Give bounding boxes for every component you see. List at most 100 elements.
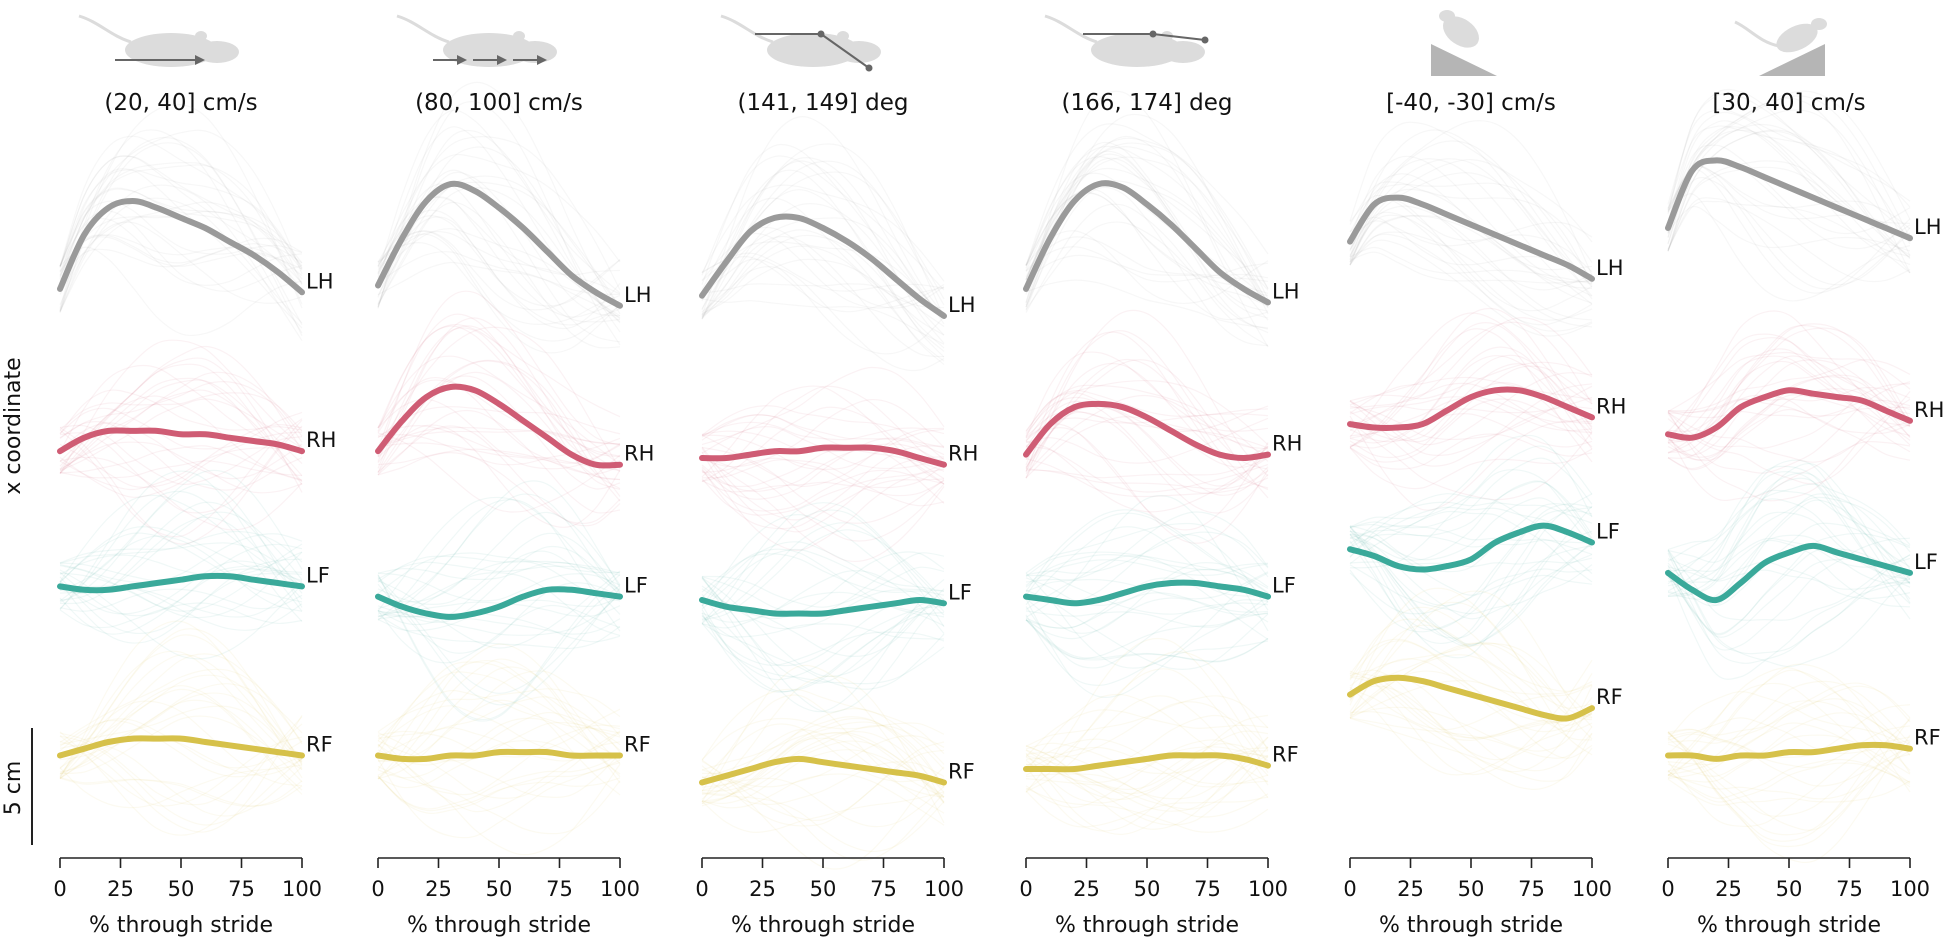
stride-trace (701, 455, 945, 542)
stride-trace (377, 493, 621, 618)
stride-trace (377, 659, 621, 770)
stride-trace (1025, 773, 1269, 818)
stride-trace (1349, 181, 1593, 263)
stride-trace (1349, 321, 1593, 406)
stride-trace (59, 418, 303, 538)
series-lf-traces (1667, 459, 1911, 680)
stride-trace (377, 593, 621, 636)
stride-trace (1667, 549, 1911, 655)
stride-trace (1667, 359, 1911, 456)
stride-trace (1025, 751, 1269, 800)
stride-trace (1349, 233, 1593, 332)
stride-trace (701, 414, 945, 472)
stride-trace (377, 406, 621, 439)
stride-trace (1667, 685, 1911, 738)
stride-trace (1349, 251, 1593, 284)
stride-trace (1025, 423, 1269, 531)
x-tick-label: 75 (1836, 877, 1863, 901)
stride-trace (1349, 121, 1593, 243)
stride-trace (377, 711, 621, 766)
x-tick-label: 0 (1019, 877, 1032, 901)
stride-trace (701, 428, 945, 470)
stride-trace (377, 604, 621, 664)
x-tick-label: 50 (486, 877, 513, 901)
stride-trace (1667, 498, 1911, 588)
stride-trace (1667, 164, 1911, 242)
stride-trace (1025, 739, 1269, 783)
series-rh: RH (375, 290, 654, 529)
stride-trace (59, 379, 303, 474)
stride-trace (377, 129, 621, 320)
stride-trace (377, 425, 621, 471)
stride-trace (1349, 640, 1593, 723)
series-rh-mean-line (375, 383, 623, 469)
series-lf: LF (1347, 434, 1620, 659)
stride-trace (59, 164, 303, 285)
stride-trace (701, 570, 945, 634)
stride-trace (1349, 172, 1593, 300)
stride-trace (701, 217, 945, 325)
stride-trace (59, 424, 303, 489)
stride-trace (59, 234, 303, 284)
stride-trace (1025, 427, 1269, 544)
x-tick-label: 100 (282, 877, 322, 901)
stride-trace (701, 688, 945, 761)
stride-trace (1349, 503, 1593, 573)
stride-trace (377, 376, 621, 464)
stride-trace (701, 405, 945, 461)
stride-trace (59, 201, 303, 295)
stride-trace (701, 792, 945, 853)
stride-trace (59, 483, 303, 608)
stride-trace (1349, 534, 1593, 646)
stride-trace (1349, 505, 1593, 647)
series-lh-mean-line (1665, 157, 1913, 242)
stride-trace (59, 719, 303, 778)
stride-trace (59, 543, 303, 617)
series-lf: LF (1665, 459, 1938, 680)
stride-trace (1667, 698, 1911, 766)
stride-trace (1667, 732, 1911, 817)
stride-trace (1025, 446, 1269, 479)
stride-trace (1025, 746, 1269, 809)
stride-trace (1025, 598, 1269, 699)
stride-trace (1667, 465, 1911, 585)
series-rh-traces (1025, 309, 1269, 544)
stride-trace (1667, 109, 1911, 256)
series-lf-mean-line (1347, 522, 1595, 573)
stride-trace (377, 561, 621, 580)
stride-trace (59, 363, 303, 486)
stride-trace (701, 577, 945, 684)
stride-trace (377, 325, 621, 490)
stride-trace (59, 129, 303, 334)
stride-trace (377, 560, 621, 620)
stride-trace (377, 181, 621, 308)
stride-trace (1025, 522, 1269, 578)
stride-trace (701, 548, 945, 610)
stride-trace (1025, 191, 1269, 307)
stride-trace (1667, 359, 1911, 412)
stride-trace (1667, 496, 1911, 563)
stride-trace (1349, 568, 1593, 615)
stride-trace (701, 414, 945, 456)
stride-trace (1349, 361, 1593, 402)
stride-trace (59, 620, 303, 779)
stride-trace (377, 360, 621, 502)
series-rf-mean-line (375, 748, 623, 763)
stride-trace (1025, 379, 1269, 446)
mouse-running-fast-icon (396, 14, 557, 67)
stride-trace (1349, 365, 1593, 443)
stride-trace (1349, 564, 1593, 615)
stride-trace (59, 494, 303, 587)
stride-trace (1025, 602, 1269, 669)
stride-trace (377, 670, 621, 762)
stride-trace (1667, 561, 1911, 600)
stride-trace (1349, 433, 1593, 470)
x-tick-label: 75 (1194, 877, 1221, 901)
stride-trace (1349, 220, 1593, 273)
series-lf-traces (377, 480, 621, 722)
panel-title: (166, 174] deg (1061, 90, 1232, 116)
stride-trace (377, 759, 621, 814)
stride-trace (1349, 503, 1593, 607)
stride-trace (701, 229, 945, 366)
x-axis: 0 25 50 75 100 % through stride (1343, 857, 1612, 938)
